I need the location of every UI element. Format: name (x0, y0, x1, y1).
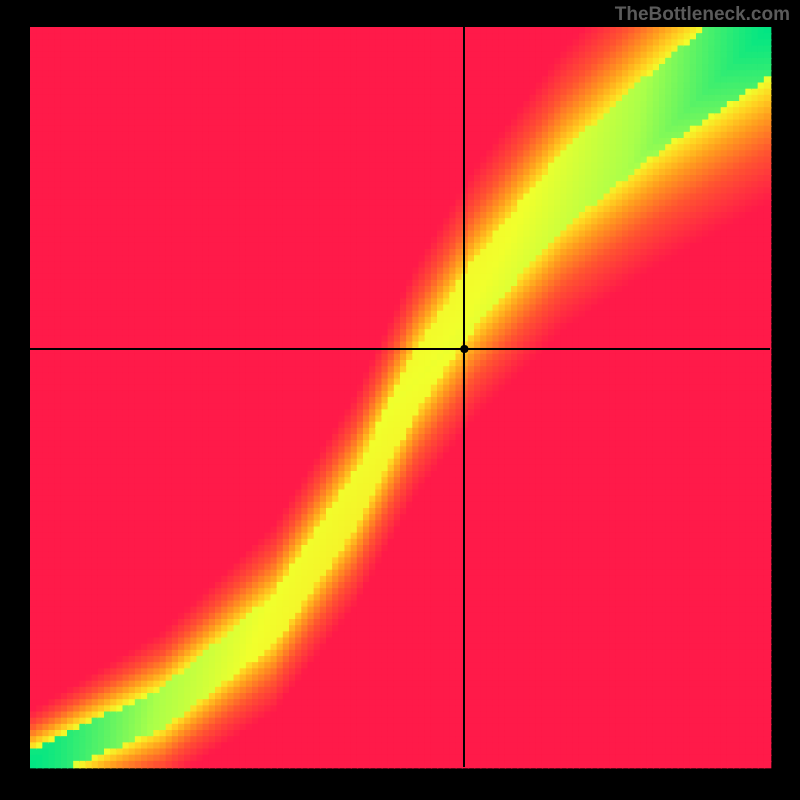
chart-container: TheBottleneck.com (0, 0, 800, 800)
attribution-text: TheBottleneck.com (615, 4, 790, 26)
bottleneck-heatmap (0, 0, 800, 800)
